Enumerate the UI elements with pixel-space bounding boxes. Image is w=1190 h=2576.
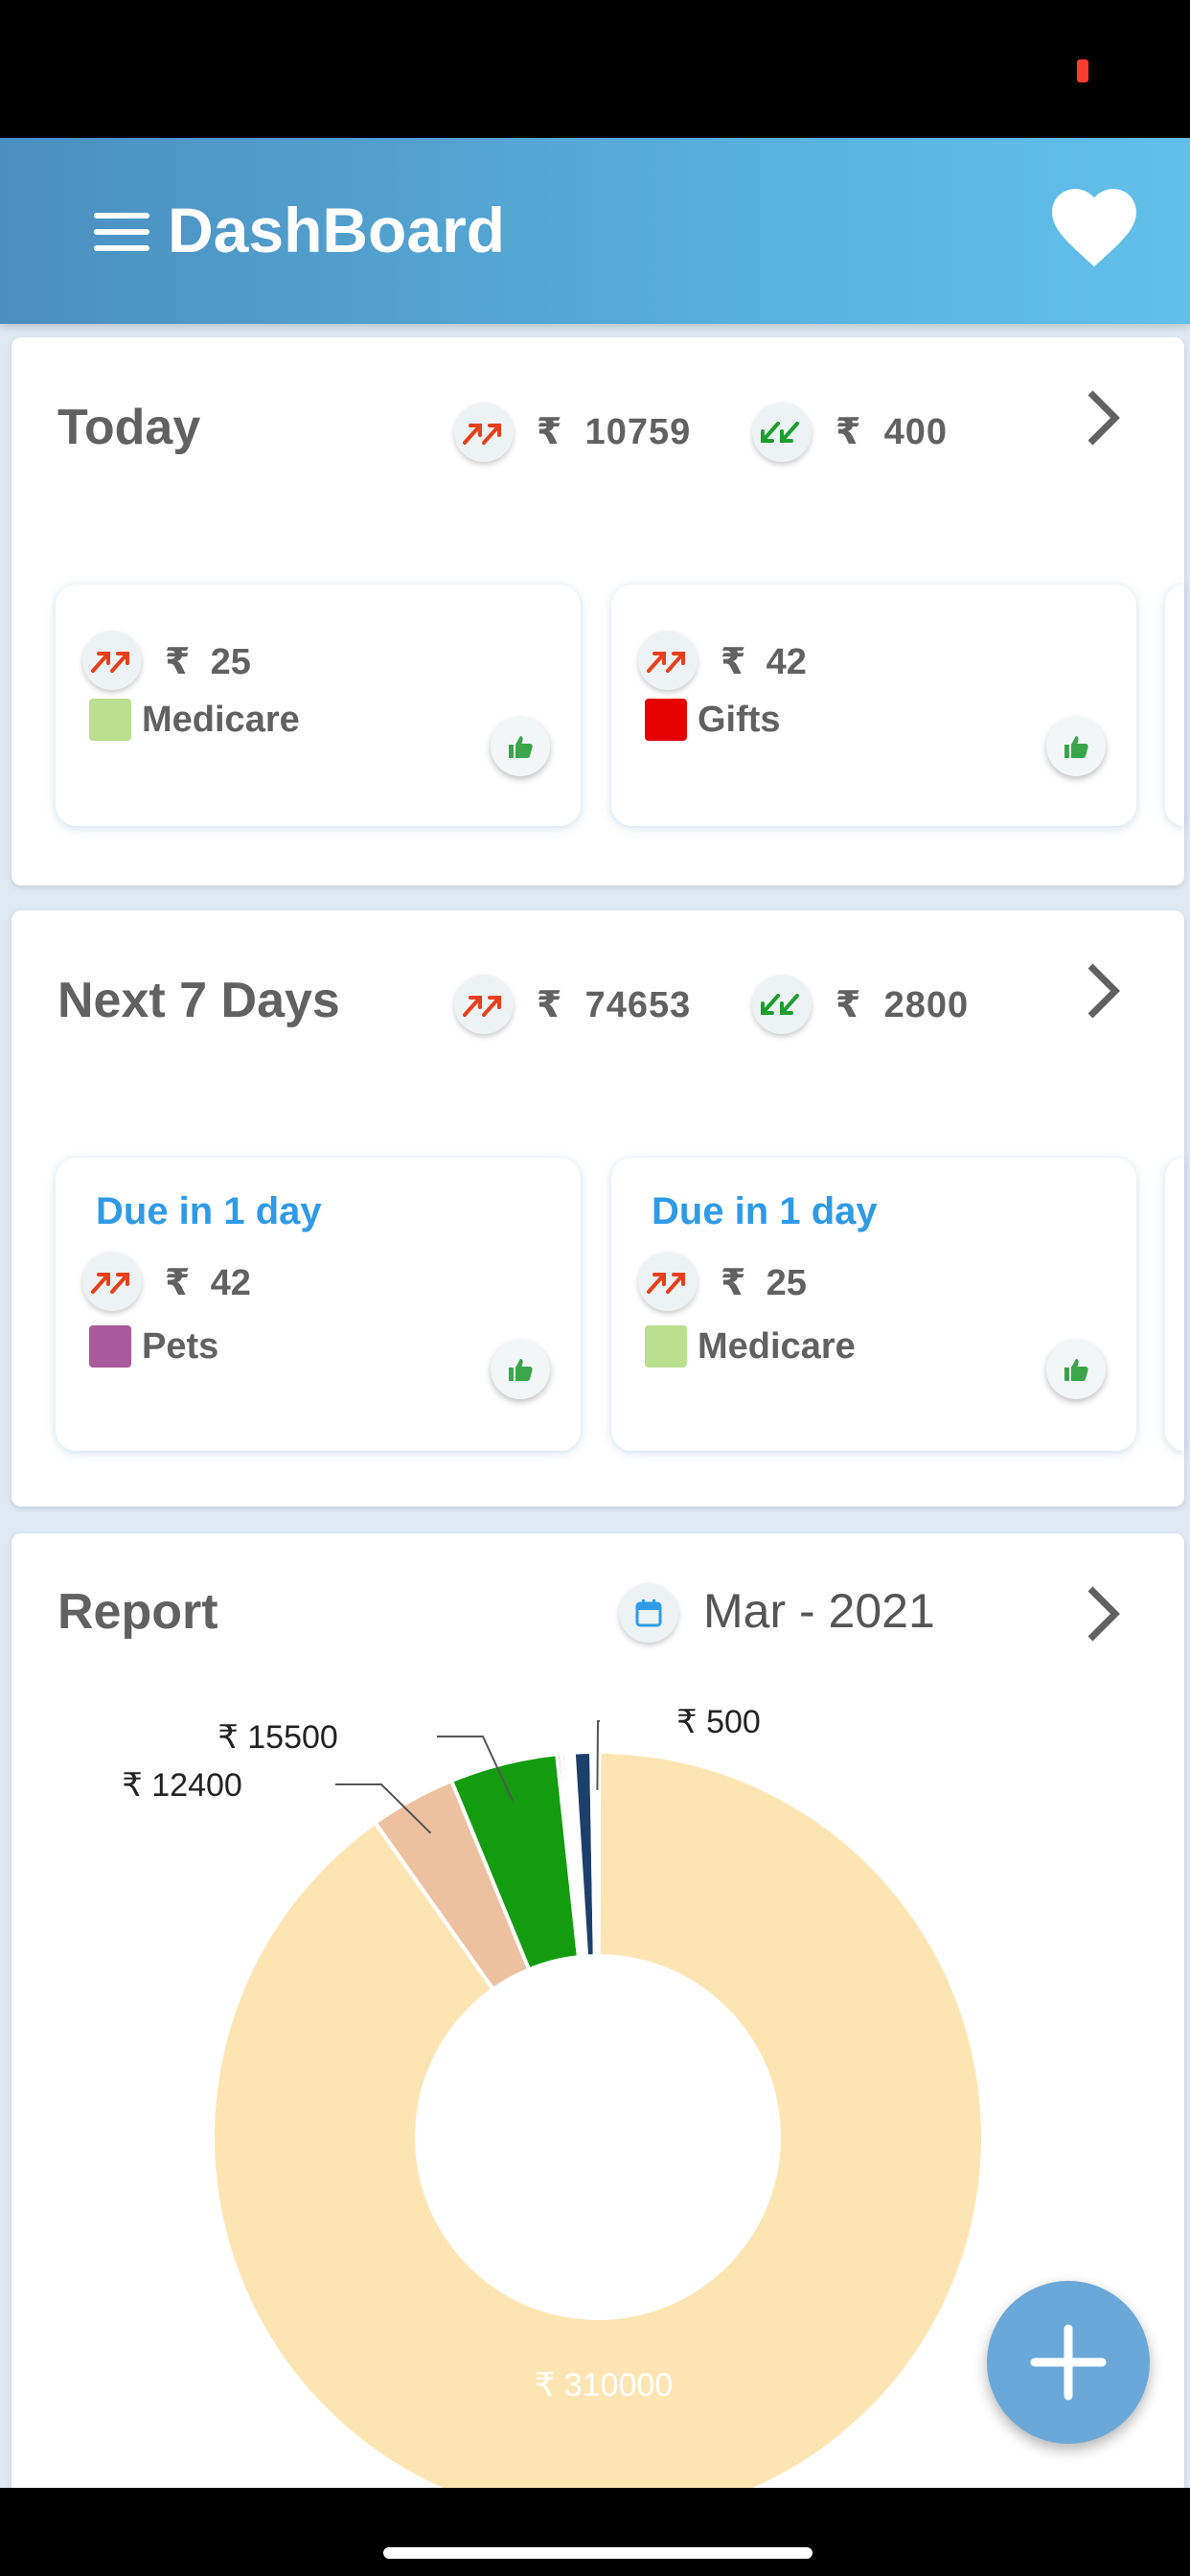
chevron-right-icon[interactable] [1085, 389, 1123, 447]
chevron-right-icon[interactable] [1085, 1585, 1123, 1643]
pie-slice-label: ₹ 12400 [122, 1767, 242, 1804]
report-title: Report [57, 1584, 218, 1640]
next-item-peek [1165, 585, 1184, 826]
list-item[interactable] [611, 585, 1136, 826]
app-bar [0, 138, 1190, 324]
due-label: Due in 1 day [652, 1190, 878, 1232]
expense-arrow-icon [82, 631, 142, 690]
thumbs-up-button[interactable] [1046, 1340, 1106, 1399]
report-date[interactable]: Mar - 2021 [703, 1584, 935, 1638]
item-amount: ₹ 25 [165, 642, 251, 682]
category-label: Medicare [698, 1326, 856, 1367]
item-amount: ₹ 42 [721, 642, 807, 682]
list-item[interactable] [611, 1158, 1136, 1451]
today-expense-amount: ₹ 10759 [537, 412, 692, 452]
category-label: Medicare [142, 700, 300, 740]
chevron-right-icon[interactable] [1085, 962, 1123, 1020]
recording-indicator [1077, 59, 1088, 82]
category-color-swatch [89, 699, 131, 741]
system-nav-bar [0, 2488, 1190, 2576]
next7-expense-amount: ₹ 74653 [537, 985, 692, 1025]
item-amount: ₹ 42 [165, 1263, 251, 1303]
expense-arrow-icon [638, 631, 698, 690]
thumbs-up-button[interactable] [1046, 717, 1106, 776]
menu-icon[interactable] [94, 213, 149, 251]
category-label: Pets [142, 1326, 219, 1367]
today-title: Today [57, 400, 201, 455]
list-item[interactable] [56, 585, 581, 826]
next-item-peek [1165, 1158, 1184, 1451]
due-label: Due in 1 day [96, 1190, 322, 1232]
thumbs-up-button[interactable] [491, 1340, 550, 1399]
add-button[interactable] [987, 2281, 1150, 2444]
next-7-days-title: Next 7 Days [57, 973, 340, 1028]
list-item[interactable] [56, 1158, 581, 1451]
expense-arrow-icon [454, 402, 514, 462]
next7-income-amount: ₹ 2800 [835, 985, 970, 1025]
category-color-swatch [89, 1325, 131, 1368]
pie-slice-label: ₹ 310000 [535, 2367, 674, 2404]
pie-slice-label: ₹ 15500 [217, 1719, 338, 1756]
income-arrow-icon [752, 975, 812, 1034]
report-donut-chart: ₹ 310000 ₹ 12400 ₹ 15500 ₹ 500 [122, 1704, 985, 2488]
plus-icon [1030, 2324, 1107, 2401]
category-label: Gifts [698, 700, 781, 740]
pie-leader-line [596, 1720, 600, 1791]
status-bar [0, 0, 1190, 138]
pie-slice-label: ₹ 500 [676, 1704, 761, 1740]
heart-icon[interactable] [1050, 188, 1138, 268]
pie-leader-line [335, 1783, 432, 1834]
category-color-swatch [645, 1325, 687, 1368]
pie-leader-line [437, 1736, 514, 1802]
home-indicator[interactable] [383, 2547, 812, 2559]
thumbs-up-button[interactable] [491, 717, 550, 776]
expense-arrow-icon [638, 1252, 698, 1311]
page-title: DashBoard [168, 195, 506, 265]
calendar-icon[interactable] [619, 1583, 678, 1643]
pie-slice[interactable] [211, 1749, 985, 2488]
income-arrow-icon [752, 402, 812, 462]
category-color-swatch [645, 699, 687, 741]
expense-arrow-icon [82, 1252, 142, 1311]
expense-arrow-icon [454, 975, 514, 1034]
item-amount: ₹ 25 [721, 1263, 807, 1303]
today-income-amount: ₹ 400 [835, 412, 948, 452]
